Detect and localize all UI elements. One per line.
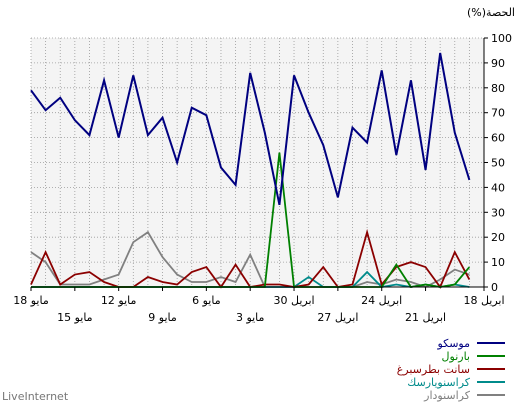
- x-tick-label: 24 ابريل: [361, 294, 402, 307]
- x-tick-labels: 18 مايو 12 مايو 6 مايو 30 ابريل 24 ابريل 18 ا…: [13, 294, 504, 324]
- series-line-1: [30, 52, 471, 206]
- y-tick-label: 20: [491, 231, 505, 244]
- brand-label: LiveInternet: [2, 390, 69, 403]
- x-tick-label: 18 ابريل: [463, 294, 504, 307]
- y-tick-label: 100: [491, 32, 512, 45]
- axes: [30, 37, 488, 291]
- x-tick-label: 6 مايو: [192, 294, 221, 307]
- legend-label: موسكو: [436, 337, 470, 350]
- x-tick-label: 15 مايو: [57, 311, 93, 324]
- y-axis-label: (%)الحصة: [467, 6, 515, 19]
- legend-label: بارنول: [442, 350, 470, 363]
- y-tick-label: 40: [491, 181, 505, 194]
- y-tick-label: 70: [491, 107, 505, 120]
- legend-label: كراسنويارسك: [407, 376, 471, 389]
- legend-label: سانت بطرسبرغ: [397, 363, 470, 376]
- y-tick-label: 10: [491, 256, 505, 269]
- y-tick-label: 50: [491, 157, 505, 170]
- y-tick-label: 90: [491, 57, 505, 70]
- x-tick-label: 21 ابريل: [405, 311, 446, 324]
- x-tick-label: 3 مايو: [236, 311, 265, 324]
- plot-area: [31, 38, 484, 287]
- series-line-5: [30, 230, 470, 288]
- legend-label: كراسنودار: [423, 389, 471, 402]
- y-tick-label: 60: [491, 132, 505, 145]
- grid-lines: [30, 37, 485, 287]
- x-tick-label: 27 ابريل: [317, 311, 358, 324]
- x-tick-label: 18 مايو: [13, 294, 49, 307]
- x-tick-label: 9 مايو: [148, 311, 177, 324]
- y-tick-labels: 0 10 20 30 40 50 60 70 80 90 100: [491, 32, 512, 294]
- x-tick-label: 12 مايو: [101, 294, 137, 307]
- y-tick-label: 30: [491, 206, 505, 219]
- x-tick-label: 30 ابريل: [273, 294, 314, 307]
- y-tick-label: 0: [491, 281, 498, 294]
- y-tick-label: 80: [491, 82, 505, 95]
